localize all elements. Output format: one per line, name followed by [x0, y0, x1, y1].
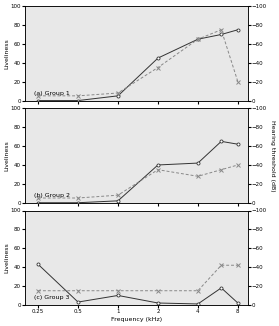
X-axis label: Frequency (kHz): Frequency (kHz): [111, 317, 162, 322]
Y-axis label: Hearing threshold (dB): Hearing threshold (dB): [270, 120, 275, 191]
Text: (c) Group 3: (c) Group 3: [34, 295, 70, 300]
Y-axis label: Liveliness: Liveliness: [4, 140, 9, 171]
Text: (b) Group 2: (b) Group 2: [34, 193, 70, 198]
Y-axis label: Liveliness: Liveliness: [4, 242, 9, 273]
Text: (a) Group 1: (a) Group 1: [34, 91, 70, 96]
Y-axis label: Liveliness: Liveliness: [4, 38, 9, 69]
